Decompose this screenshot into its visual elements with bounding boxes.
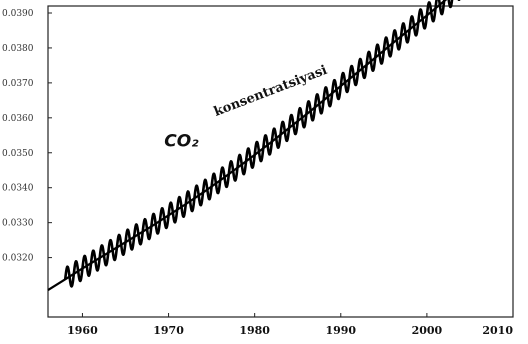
x-tick-label: 1990 xyxy=(325,324,356,337)
y-tick-label: 0.0350 xyxy=(2,149,34,159)
y-tick-label: 0.0340 xyxy=(2,184,34,194)
y-tick-label: 0.0370 xyxy=(2,79,34,89)
y-tick-label: 0.0380 xyxy=(2,44,34,54)
seasonal-co2-line xyxy=(63,0,461,288)
y-tick-label: 0.0360 xyxy=(2,114,34,124)
x-tick-label: 1970 xyxy=(153,324,184,337)
x-tick-label: 2000 xyxy=(412,324,443,337)
x-tick-label: 2010 xyxy=(482,324,513,337)
x-tick-label: 1980 xyxy=(239,324,270,337)
x-axis-ticks: 1960 1970 1980 1990 2000 2010 xyxy=(67,313,514,337)
y-axis-ticks: 0.0320 0.0330 0.0340 0.0350 0.0360 0.0370 0.03… xyxy=(2,9,52,264)
plot-frame xyxy=(47,5,514,318)
trend-line xyxy=(47,0,448,292)
y-tick-label: 0.0390 xyxy=(2,9,34,19)
x-tick-label: 1960 xyxy=(67,324,98,337)
series-group xyxy=(47,0,461,292)
y-tick-label: 0.0330 xyxy=(2,219,34,229)
y-tick-label: 0.0320 xyxy=(2,254,34,264)
co2-annotation: CO₂ xyxy=(164,131,199,151)
